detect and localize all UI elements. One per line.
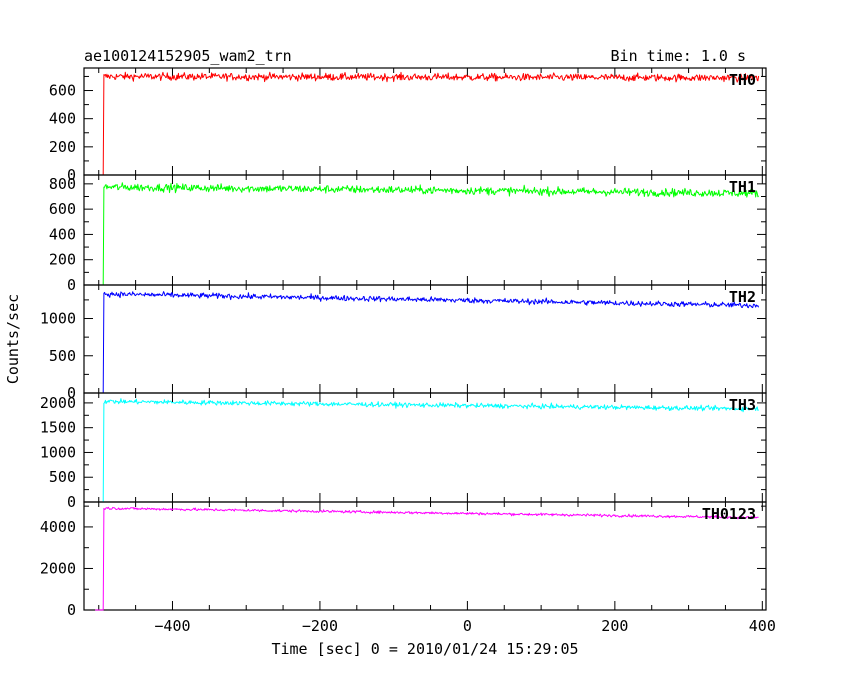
y-tick-label: 600: [49, 82, 76, 100]
y-tick-label: 0: [67, 276, 76, 294]
y-tick-label: 400: [49, 225, 76, 243]
y-tick-label: 500: [49, 468, 76, 486]
panel-stack: 0 200 400 600 TH0 0 200 400 600 800 TH1 0 500 1000 TH2…: [40, 67, 776, 635]
y-tick-label: 4000: [40, 518, 76, 536]
x-tick-label: −200: [302, 617, 338, 635]
y-tick-label: 0: [67, 493, 76, 511]
y-tick-label: 600: [49, 200, 76, 218]
chart-title: ae100124152905_wam2_trn: [84, 47, 292, 65]
y-tick-label: 200: [49, 138, 76, 156]
y-axis-label: Counts/sec: [4, 294, 22, 384]
x-tick-label: −400: [154, 617, 190, 635]
series-th1: [95, 182, 760, 286]
panel-frame: [83, 392, 767, 503]
y-tick-label: 0: [67, 601, 76, 619]
series-th0: [95, 71, 760, 176]
panel-frame: [83, 174, 767, 286]
panel-frame: [83, 501, 767, 611]
x-axis-label: Time [sec] 0 = 2010/01/24 15:29:05: [271, 640, 578, 658]
y-tick-label: 2000: [40, 394, 76, 412]
chart-subtitle: Bin time: 1.0 s: [611, 47, 746, 65]
y-tick-label: 1000: [40, 310, 76, 328]
series-th0123: [95, 506, 759, 611]
y-tick-label: 1500: [40, 419, 76, 437]
panel-frame: [83, 284, 767, 394]
y-tick-label: 400: [49, 110, 76, 128]
x-tick-label: 200: [601, 617, 628, 635]
panel-label-th1: TH1: [729, 178, 756, 196]
x-tick-label: 400: [749, 617, 776, 635]
x-tick-label: 0: [463, 617, 472, 635]
panel-label-th0123: TH0123: [702, 505, 756, 523]
y-tick-label: 500: [49, 347, 76, 365]
panel-label-th3: TH3: [729, 396, 756, 414]
panel-label-th2: TH2: [729, 288, 756, 306]
y-tick-label: 0: [67, 166, 76, 184]
y-tick-label: 800: [49, 175, 76, 193]
panel-label-th0: TH0: [729, 71, 756, 89]
y-tick-label: 200: [49, 251, 76, 269]
series-th3: [95, 398, 759, 503]
panel-frame: [83, 67, 767, 176]
y-tick-label: 0: [67, 384, 76, 402]
y-tick-label: 1000: [40, 443, 76, 461]
y-tick-label: 2000: [40, 559, 76, 577]
series-th2: [95, 291, 760, 394]
